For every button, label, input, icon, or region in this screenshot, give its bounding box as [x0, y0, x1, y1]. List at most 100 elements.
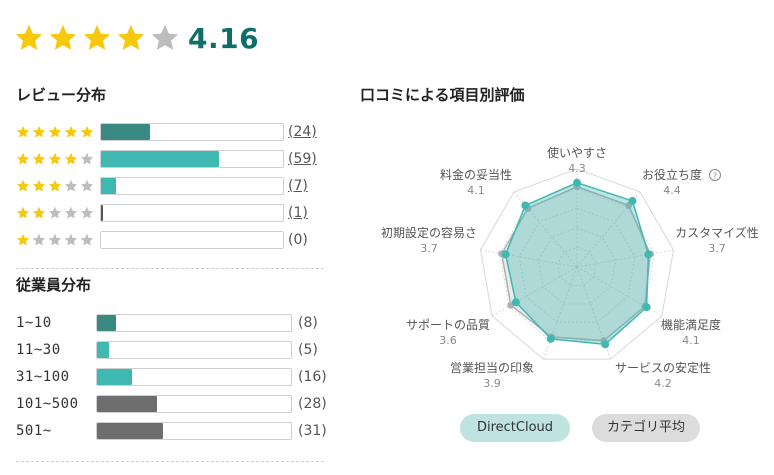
bar-track [100, 231, 284, 249]
radar-grid-ring [537, 227, 617, 305]
star-filled-icon [16, 152, 30, 165]
radar-axis-label: サービスの安定性 [615, 360, 711, 375]
radar-value-label: 4.3 [568, 162, 586, 175]
star-filled-icon [49, 24, 77, 50]
divider [16, 461, 324, 462]
radar-point-directcloud [546, 334, 555, 343]
radar-point-average [498, 250, 506, 258]
radar-point-average [548, 333, 556, 341]
employee-count: (5) [298, 342, 318, 358]
radar-spoke [576, 249, 674, 268]
row-stars [16, 125, 94, 139]
star-filled-icon [16, 125, 30, 138]
star-filled-icon [32, 206, 46, 219]
employee-count: (8) [298, 315, 318, 331]
radar-spoke [480, 249, 578, 268]
employee-row: 11~30 (5) [16, 341, 336, 359]
star-filled-icon [16, 206, 30, 219]
row-stars [16, 206, 94, 220]
review-count-link[interactable]: (59) [288, 151, 317, 167]
radar-spoke [513, 191, 578, 268]
star-empty-icon [48, 233, 62, 246]
star-filled-icon [32, 152, 46, 165]
radar-axis-label: 営業担当の印象 [450, 361, 534, 375]
radar-point-average [573, 183, 581, 191]
bar-fill [101, 151, 219, 167]
radar-axis-label: 使いやすさ [547, 145, 607, 160]
review-row-1-star: (0) [16, 231, 336, 249]
star-empty-icon [80, 152, 94, 165]
bar-track [96, 341, 292, 359]
radar-value-label: 4.2 [654, 377, 672, 390]
radar-axis-label: 初期設定の容易さ [381, 225, 477, 240]
legend-category-average[interactable]: カテゴリ平均 [592, 414, 700, 442]
radar-point-directcloud [501, 250, 510, 259]
bar-track [100, 204, 284, 222]
employee-count: (28) [298, 396, 327, 412]
bar-fill [97, 423, 163, 439]
star-filled-icon [16, 179, 30, 192]
review-row-2-star: (1) [16, 204, 336, 222]
radar-grid-ring [499, 188, 655, 342]
star-empty-icon [64, 206, 78, 219]
radar-spoke [543, 266, 578, 360]
row-stars [16, 179, 94, 193]
bar-fill [101, 124, 150, 140]
radar-grid-ring [557, 246, 597, 286]
radar-point-directcloud [521, 201, 530, 210]
radar-grid-ring [479, 168, 675, 360]
star-filled-icon [32, 125, 46, 138]
star-filled-icon [48, 152, 62, 165]
star-empty-icon [151, 24, 179, 50]
radar-point-directcloud [644, 250, 653, 259]
radar-spoke [491, 266, 578, 317]
review-row-3-star: (7) [16, 177, 336, 195]
star-filled-icon [83, 24, 111, 50]
star-filled-icon [15, 24, 43, 50]
bar-track [96, 368, 292, 386]
star-filled-icon [16, 233, 30, 246]
radar-axis-label: お役立ち度 [642, 167, 702, 182]
star-empty-icon [80, 206, 94, 219]
review-count-link[interactable]: (1) [288, 205, 308, 221]
employee-row: 501~ (31) [16, 422, 336, 440]
radar-point-directcloud [642, 303, 651, 312]
radar-spoke [576, 266, 663, 317]
radar-point-average [507, 301, 515, 309]
radar-grid-ring [518, 207, 636, 323]
radar-title: 口コミによる項目別評価 [360, 86, 525, 104]
radar-axis-label: 機能満足度 [661, 317, 721, 332]
review-count-link[interactable]: (24) [288, 124, 317, 140]
star-filled-icon [48, 179, 62, 192]
legend-directcloud[interactable]: DirectCloud [460, 414, 570, 442]
star-empty-icon [80, 233, 94, 246]
radar-value-label: 3.7 [420, 242, 438, 255]
divider [16, 268, 324, 269]
radar-point-average [625, 201, 633, 209]
bar-track [100, 123, 284, 141]
review-distribution-title: レビュー分布 [16, 86, 107, 104]
bar-fill [97, 315, 116, 331]
employee-range-label: 11~30 [16, 342, 61, 358]
radar-value-label: 4.1 [682, 334, 700, 347]
svg-text:?: ? [713, 172, 717, 181]
overall-rating: 4.16 [14, 20, 259, 56]
row-stars [16, 233, 94, 247]
employee-row: 1~10 (8) [16, 314, 336, 332]
bar-track [96, 395, 292, 413]
star-filled-icon [117, 24, 145, 50]
review-count-link: (0) [288, 232, 308, 248]
review-count-link[interactable]: (7) [288, 178, 308, 194]
question-circle-icon[interactable]: ? [709, 169, 721, 181]
employee-row: 31~100 (16) [16, 368, 336, 386]
rating-stars [14, 23, 180, 53]
radar-point-average [600, 337, 608, 345]
employee-range-label: 31~100 [16, 369, 70, 385]
radar-axis-label: 料金の妥当性 [440, 167, 512, 182]
radar-axis-label: サポートの品質 [406, 317, 490, 332]
review-row-4-star: (59) [16, 150, 336, 168]
employee-count: (31) [298, 423, 327, 439]
bar-fill [97, 369, 132, 385]
bar-fill [97, 396, 157, 412]
bar-fill [101, 178, 116, 194]
